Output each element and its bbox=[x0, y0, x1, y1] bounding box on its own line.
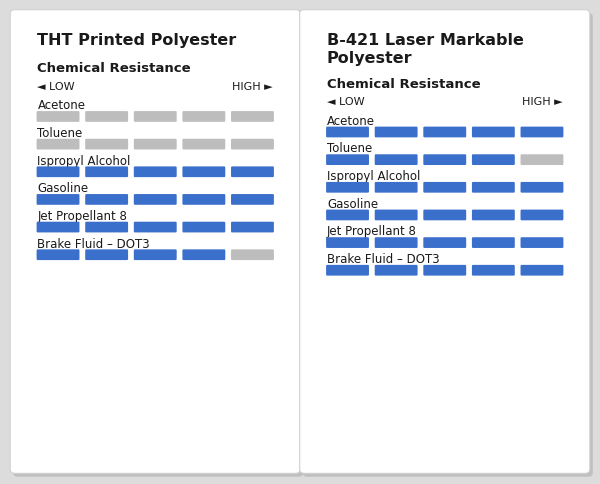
FancyBboxPatch shape bbox=[521, 155, 563, 166]
Text: Gasoline: Gasoline bbox=[37, 182, 89, 195]
FancyBboxPatch shape bbox=[472, 127, 515, 138]
FancyBboxPatch shape bbox=[37, 222, 79, 233]
FancyBboxPatch shape bbox=[85, 250, 128, 260]
FancyBboxPatch shape bbox=[134, 112, 176, 122]
Text: Ispropyl Alcohol: Ispropyl Alcohol bbox=[37, 154, 131, 167]
FancyBboxPatch shape bbox=[37, 250, 79, 260]
FancyBboxPatch shape bbox=[37, 139, 79, 150]
FancyBboxPatch shape bbox=[424, 127, 466, 138]
Text: ◄ LOW: ◄ LOW bbox=[37, 81, 75, 91]
FancyBboxPatch shape bbox=[182, 222, 225, 233]
FancyBboxPatch shape bbox=[375, 238, 418, 248]
Text: Jet Propellant 8: Jet Propellant 8 bbox=[37, 210, 127, 223]
FancyBboxPatch shape bbox=[424, 210, 466, 221]
FancyBboxPatch shape bbox=[134, 222, 176, 233]
FancyBboxPatch shape bbox=[472, 265, 515, 276]
FancyBboxPatch shape bbox=[231, 222, 274, 233]
Text: Gasoline: Gasoline bbox=[327, 197, 378, 211]
FancyBboxPatch shape bbox=[231, 195, 274, 205]
FancyBboxPatch shape bbox=[472, 238, 515, 248]
FancyBboxPatch shape bbox=[85, 222, 128, 233]
FancyBboxPatch shape bbox=[326, 238, 369, 248]
FancyBboxPatch shape bbox=[85, 195, 128, 205]
Text: THT Printed Polyester: THT Printed Polyester bbox=[37, 33, 236, 48]
FancyBboxPatch shape bbox=[134, 250, 176, 260]
FancyBboxPatch shape bbox=[37, 195, 79, 205]
Text: Chemical Resistance: Chemical Resistance bbox=[327, 77, 481, 91]
FancyBboxPatch shape bbox=[134, 167, 176, 178]
FancyBboxPatch shape bbox=[424, 155, 466, 166]
Text: B-421 Laser Markable
Polyester: B-421 Laser Markable Polyester bbox=[327, 33, 524, 66]
Text: Jet Propellant 8: Jet Propellant 8 bbox=[327, 225, 417, 238]
FancyBboxPatch shape bbox=[182, 167, 225, 178]
FancyBboxPatch shape bbox=[326, 182, 369, 193]
FancyBboxPatch shape bbox=[85, 139, 128, 150]
FancyBboxPatch shape bbox=[85, 167, 128, 178]
FancyBboxPatch shape bbox=[375, 265, 418, 276]
Text: Acetone: Acetone bbox=[37, 99, 85, 112]
FancyBboxPatch shape bbox=[182, 112, 225, 122]
FancyBboxPatch shape bbox=[182, 195, 225, 205]
FancyBboxPatch shape bbox=[424, 265, 466, 276]
Text: Toluene: Toluene bbox=[37, 127, 83, 140]
FancyBboxPatch shape bbox=[326, 127, 369, 138]
FancyBboxPatch shape bbox=[85, 112, 128, 122]
Text: Acetone: Acetone bbox=[327, 115, 375, 128]
FancyBboxPatch shape bbox=[521, 127, 563, 138]
FancyBboxPatch shape bbox=[472, 182, 515, 193]
FancyBboxPatch shape bbox=[424, 238, 466, 248]
FancyBboxPatch shape bbox=[472, 210, 515, 221]
FancyBboxPatch shape bbox=[326, 265, 369, 276]
FancyBboxPatch shape bbox=[326, 210, 369, 221]
FancyBboxPatch shape bbox=[521, 265, 563, 276]
FancyBboxPatch shape bbox=[375, 127, 418, 138]
FancyBboxPatch shape bbox=[134, 139, 176, 150]
Text: Brake Fluid – DOT3: Brake Fluid – DOT3 bbox=[327, 253, 440, 266]
Text: HIGH ►: HIGH ► bbox=[232, 81, 273, 91]
FancyBboxPatch shape bbox=[521, 182, 563, 193]
FancyBboxPatch shape bbox=[231, 167, 274, 178]
FancyBboxPatch shape bbox=[37, 167, 79, 178]
FancyBboxPatch shape bbox=[231, 112, 274, 122]
Text: Toluene: Toluene bbox=[327, 142, 372, 155]
FancyBboxPatch shape bbox=[134, 195, 176, 205]
Text: Brake Fluid – DOT3: Brake Fluid – DOT3 bbox=[37, 237, 150, 250]
FancyBboxPatch shape bbox=[472, 155, 515, 166]
FancyBboxPatch shape bbox=[375, 182, 418, 193]
Text: ◄ LOW: ◄ LOW bbox=[327, 97, 365, 107]
FancyBboxPatch shape bbox=[231, 250, 274, 260]
Text: HIGH ►: HIGH ► bbox=[522, 97, 563, 107]
FancyBboxPatch shape bbox=[375, 155, 418, 166]
FancyBboxPatch shape bbox=[424, 182, 466, 193]
Text: Ispropyl Alcohol: Ispropyl Alcohol bbox=[327, 170, 421, 183]
FancyBboxPatch shape bbox=[182, 139, 225, 150]
FancyBboxPatch shape bbox=[375, 210, 418, 221]
FancyBboxPatch shape bbox=[521, 238, 563, 248]
FancyBboxPatch shape bbox=[521, 210, 563, 221]
FancyBboxPatch shape bbox=[231, 139, 274, 150]
FancyBboxPatch shape bbox=[326, 155, 369, 166]
FancyBboxPatch shape bbox=[37, 112, 79, 122]
Text: Chemical Resistance: Chemical Resistance bbox=[37, 62, 191, 75]
FancyBboxPatch shape bbox=[182, 250, 225, 260]
